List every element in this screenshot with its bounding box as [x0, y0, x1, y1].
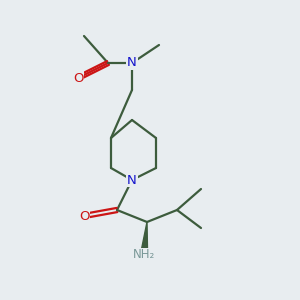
Text: O: O: [73, 71, 83, 85]
Text: N: N: [127, 56, 137, 70]
Polygon shape: [140, 222, 148, 255]
Text: O: O: [79, 209, 89, 223]
Text: N: N: [127, 173, 137, 187]
Text: NH₂: NH₂: [133, 248, 155, 262]
